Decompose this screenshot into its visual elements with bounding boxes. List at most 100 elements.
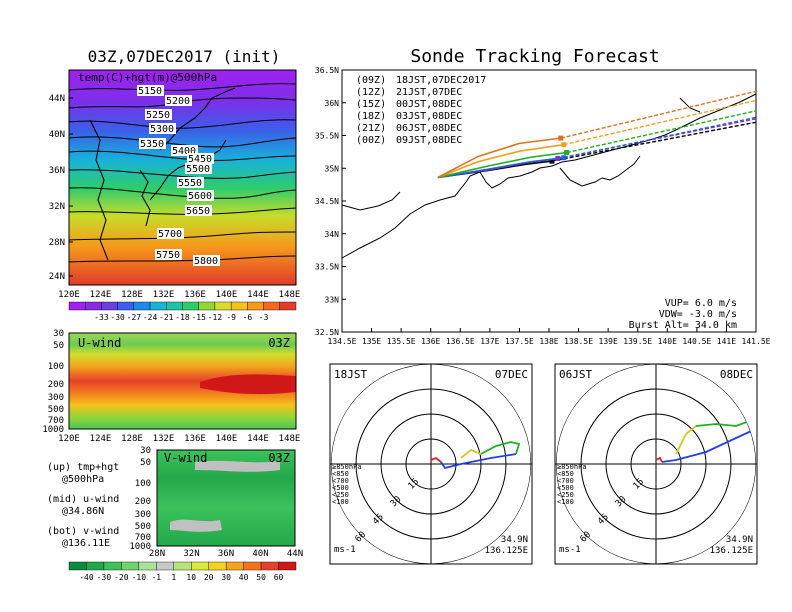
- lon-tick-label: 141E: [717, 337, 736, 346]
- lon-tick-label: 140E: [658, 337, 677, 346]
- level-legend-item: ≥850hPa: [557, 463, 587, 471]
- lat-tick-label: 34.5N: [315, 197, 339, 206]
- track-legend-label: 21JST,07DEC: [396, 87, 462, 98]
- pressure-tick-label: 500: [135, 522, 151, 532]
- colorbar-swatch: [133, 301, 151, 311]
- pressure-tick-label: 30: [53, 329, 64, 339]
- map500-label: temp(C)+hgt(m)@500hPa: [78, 71, 217, 84]
- contour-label-box: [185, 205, 212, 216]
- uwind-time: 03Z: [268, 336, 290, 350]
- level-legend-item: <100: [557, 498, 574, 506]
- lon-tick-label: 135E: [362, 337, 381, 346]
- hodograph-lon: 136.125E: [485, 546, 528, 556]
- colorbar-label: -30: [97, 573, 112, 582]
- lat-tick-label: 32.5N: [315, 328, 339, 337]
- legend-line: @34.86N: [62, 506, 104, 517]
- lon-tick-label: 144E: [247, 434, 269, 444]
- contour-label-box: [185, 163, 212, 174]
- pressure-tick-label: 50: [53, 341, 64, 351]
- colorbar-label: 40: [239, 573, 249, 582]
- track-legend-label: 06JST,08DEC: [396, 123, 462, 134]
- colorbar-swatch: [243, 561, 262, 571]
- contour-label-box: [165, 95, 192, 106]
- pressure-tick-label: 100: [135, 479, 151, 489]
- contour-label: 5150: [138, 86, 162, 97]
- contour-label-box: [171, 145, 198, 156]
- vwind-label: V-wind: [164, 451, 207, 465]
- pressure-tick-label: 50: [140, 458, 151, 468]
- contour-label: 5300: [150, 124, 174, 135]
- colorbar-label: -10: [132, 573, 147, 582]
- track-descent-line: [560, 90, 757, 139]
- colorbar-swatch: [225, 561, 244, 571]
- track-legend-label: 09JST,08DEC: [396, 135, 462, 146]
- contour-label: 5700: [158, 229, 182, 240]
- colorbar-label: -33: [94, 313, 109, 322]
- hodograph-time: 06JST: [559, 368, 592, 381]
- uwind-frame: [68, 332, 297, 430]
- level-legend-item: <100: [332, 498, 349, 506]
- lon-tick-label: 139.5E: [623, 337, 652, 346]
- colorbar-label: -24: [143, 313, 158, 322]
- legend-line: (mid) u-wind: [47, 494, 119, 505]
- lon-tick-label: 140E: [216, 434, 238, 444]
- colorbar-label: 20: [204, 573, 214, 582]
- level-legend-item: <250: [332, 491, 349, 499]
- burst-marker: [561, 155, 567, 161]
- map500-frame: [68, 69, 297, 286]
- colorbar-swatch: [103, 561, 122, 571]
- colorbar-swatch: [198, 301, 216, 311]
- map500-panel: temp(C)+hgt(m)@500hPa 5150 5200 5250 5300 53…: [49, 69, 301, 300]
- colorbar-swatch: [166, 301, 183, 311]
- lon-tick-label: 137E: [480, 337, 499, 346]
- track-lon-ticks: 134.5E 135E 135.5E 136E 136.5E 137E 137.5E 138E…: [328, 328, 771, 346]
- pressure-tick-label: 300: [135, 510, 151, 520]
- lat-tick-label: 28N: [49, 238, 65, 248]
- lon-tick-label: 141.5E: [742, 337, 771, 346]
- colorbar-swatch: [85, 301, 102, 311]
- wind-colorbar: -40 -30 -20 -10 -1 1 10 20 30 40 50 60: [68, 561, 297, 582]
- legend-line: (bot) v-wind: [47, 526, 119, 537]
- colorbar-swatch: [121, 561, 140, 571]
- track-legend-code: (12Z): [356, 87, 386, 98]
- lon-tick-label: 148E: [279, 290, 301, 300]
- colorbar-swatch: [156, 561, 174, 571]
- lon-tick-label: 138E: [539, 337, 558, 346]
- hodograph-lon: 136.125E: [710, 546, 753, 556]
- lat-tick-label: 32N: [183, 549, 199, 559]
- map500-lat-ticks: 44N 40N 36N 32N 28N 24N: [49, 94, 73, 282]
- pressure-tick-label: 100: [48, 362, 64, 372]
- lat-tick-label: 36N: [325, 99, 340, 108]
- colorbar-swatch: [173, 561, 192, 571]
- lon-tick-label: 136E: [421, 337, 440, 346]
- colorbar-swatch: [117, 301, 135, 311]
- colorbar-label: -15: [191, 313, 206, 322]
- colorbar-swatch: [230, 301, 248, 311]
- lat-tick-label: 24N: [49, 272, 65, 282]
- lon-tick-label: 128E: [121, 290, 143, 300]
- track-lines: [437, 90, 757, 179]
- level-legend-item: <700: [557, 477, 574, 485]
- colorbar-label: -9: [226, 313, 236, 322]
- contour-label: 5550: [178, 178, 202, 189]
- track-descent-line: [551, 121, 757, 162]
- colorbar-swatch: [68, 561, 87, 571]
- lon-tick-label: 134.5E: [328, 337, 357, 346]
- colorbar-swatch: [214, 301, 232, 311]
- hodograph-lat: 34.9N: [726, 535, 753, 545]
- colorbar-swatch: [191, 561, 209, 571]
- colorbar-label: -3: [259, 313, 269, 322]
- colorbar-swatch: [278, 561, 297, 571]
- colorbar-label: 1: [171, 573, 176, 582]
- vwind-time: 03Z: [268, 451, 290, 465]
- lon-tick-label: 124E: [90, 290, 112, 300]
- legend-line: (up) tmp+hgt: [47, 462, 119, 473]
- pressure-tick-label: 30: [140, 446, 151, 456]
- colorbar-label: -6: [243, 313, 253, 322]
- colorbar-swatch: [279, 301, 297, 311]
- left-title: 03Z,07DEC2017 (init): [88, 47, 281, 66]
- uwind-core: [200, 374, 296, 395]
- track-legend-code: (21Z): [356, 123, 386, 134]
